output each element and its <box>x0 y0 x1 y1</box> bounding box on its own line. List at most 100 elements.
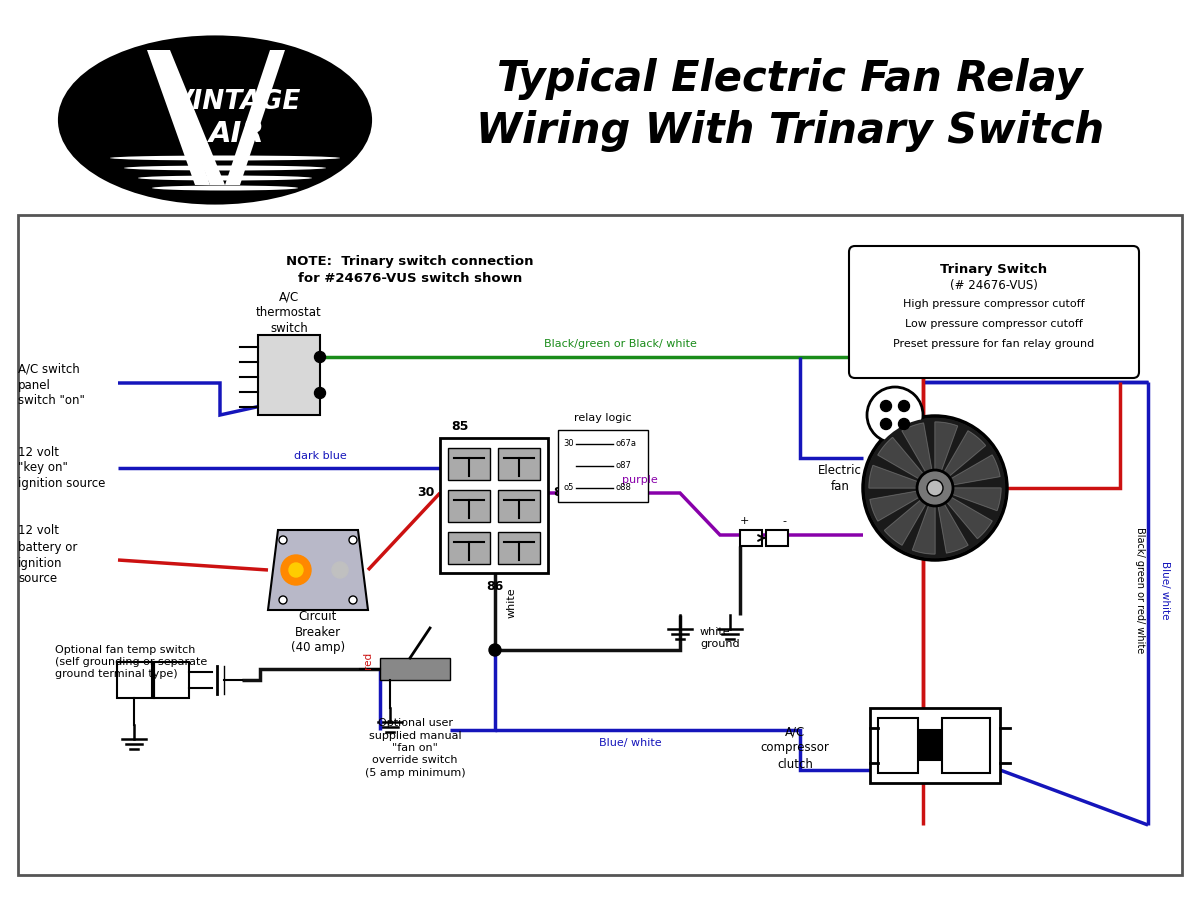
Circle shape <box>314 352 325 363</box>
Circle shape <box>899 400 910 411</box>
Ellipse shape <box>124 166 326 170</box>
Text: purple: purple <box>622 475 658 485</box>
Circle shape <box>278 596 287 604</box>
Circle shape <box>490 644 502 656</box>
Text: 30: 30 <box>418 487 434 500</box>
Text: o88: o88 <box>616 483 632 492</box>
Text: Black/green or Black/ white: Black/green or Black/ white <box>544 339 696 349</box>
Polygon shape <box>902 423 932 474</box>
Text: A/C switch
panel
switch "on": A/C switch panel switch "on" <box>18 363 85 408</box>
Polygon shape <box>950 488 1001 510</box>
Text: 87: 87 <box>553 487 571 500</box>
Text: Blue/ white: Blue/ white <box>599 738 661 748</box>
Text: (# 24676-VUS): (# 24676-VUS) <box>950 280 1038 292</box>
Bar <box>440 438 548 573</box>
Polygon shape <box>268 530 368 610</box>
Bar <box>870 708 1000 783</box>
Text: 85: 85 <box>451 419 469 433</box>
Circle shape <box>881 400 892 411</box>
Circle shape <box>278 536 287 544</box>
Bar <box>448 532 490 564</box>
Polygon shape <box>943 431 985 478</box>
Circle shape <box>863 416 1007 560</box>
Bar <box>498 448 540 480</box>
Text: o5: o5 <box>563 483 574 492</box>
Bar <box>380 658 450 680</box>
Polygon shape <box>935 422 958 473</box>
Text: red: red <box>364 652 373 669</box>
Text: dark blue: dark blue <box>294 451 347 461</box>
Text: Circuit
Breaker
(40 amp): Circuit Breaker (40 amp) <box>290 609 346 654</box>
Bar <box>766 530 788 546</box>
Text: Typical Electric Fan Relay
Wiring With Trinary Switch: Typical Electric Fan Relay Wiring With T… <box>476 58 1104 152</box>
Text: +: + <box>739 516 749 526</box>
Bar <box>558 430 648 502</box>
Polygon shape <box>148 50 210 185</box>
Text: Electric
fan: Electric fan <box>818 464 862 492</box>
Circle shape <box>289 563 302 577</box>
Bar <box>154 662 190 698</box>
Polygon shape <box>946 496 992 538</box>
Circle shape <box>881 418 892 429</box>
Circle shape <box>917 470 953 506</box>
Text: o87: o87 <box>616 462 632 471</box>
Text: o67a: o67a <box>616 439 637 448</box>
Text: white: white <box>508 588 517 618</box>
Text: A/C
thermostat
switch: A/C thermostat switch <box>256 291 322 336</box>
Ellipse shape <box>60 38 370 202</box>
Text: Trinary Switch: Trinary Switch <box>941 264 1048 276</box>
Bar <box>448 490 490 522</box>
Circle shape <box>281 555 311 585</box>
Text: VINTAGE: VINTAGE <box>173 89 301 115</box>
Circle shape <box>314 388 325 399</box>
Bar <box>878 718 918 773</box>
Bar <box>498 490 540 522</box>
Bar <box>740 530 762 546</box>
Polygon shape <box>937 502 968 553</box>
Text: Blue/ red orBlue: Blue/ red orBlue <box>904 525 988 535</box>
Ellipse shape <box>138 176 312 181</box>
Polygon shape <box>870 491 922 521</box>
Text: Preset pressure for fan relay ground: Preset pressure for fan relay ground <box>893 339 1094 349</box>
Polygon shape <box>869 465 920 488</box>
Text: Black/ green or red/ white: Black/ green or red/ white <box>1135 526 1145 653</box>
Circle shape <box>928 480 943 496</box>
Bar <box>258 335 320 415</box>
Text: A/C
compressor
clutch: A/C compressor clutch <box>761 725 829 770</box>
Text: Blue/ white: Blue/ white <box>1160 561 1170 619</box>
FancyBboxPatch shape <box>850 246 1139 378</box>
Circle shape <box>865 418 1006 558</box>
Polygon shape <box>878 437 925 480</box>
Ellipse shape <box>152 185 298 191</box>
Bar <box>448 448 490 480</box>
Circle shape <box>899 418 910 429</box>
Text: 30: 30 <box>563 439 574 448</box>
Bar <box>18 215 1182 875</box>
Bar <box>920 730 940 760</box>
Text: white
ground: white ground <box>700 626 739 649</box>
Text: Optional user
supplied manual
"fan on"
override switch
(5 amp minimum): Optional user supplied manual "fan on" o… <box>365 718 466 778</box>
Text: Low pressure compressor cutoff: Low pressure compressor cutoff <box>905 319 1082 329</box>
Polygon shape <box>912 503 935 554</box>
Text: 12 volt
battery or
ignition
source: 12 volt battery or ignition source <box>18 525 77 586</box>
Polygon shape <box>226 50 286 185</box>
Text: 12 volt
"key on"
ignition source: 12 volt "key on" ignition source <box>18 446 106 491</box>
Circle shape <box>349 536 358 544</box>
Text: High pressure compressor cutoff: High pressure compressor cutoff <box>904 299 1085 309</box>
Bar <box>498 532 540 564</box>
Circle shape <box>866 387 923 443</box>
Polygon shape <box>157 50 226 185</box>
Text: NOTE:  Trinary switch connection
for #24676-VUS switch shown: NOTE: Trinary switch connection for #246… <box>287 255 534 285</box>
Text: Optional fan temp switch
(self grounding or separate
ground terminal type): Optional fan temp switch (self grounding… <box>55 644 208 680</box>
Polygon shape <box>949 455 1000 485</box>
Circle shape <box>332 562 348 578</box>
Text: 86: 86 <box>486 580 504 593</box>
Text: AIR: AIR <box>209 120 265 148</box>
Text: -: - <box>782 516 786 526</box>
Ellipse shape <box>110 156 340 160</box>
Text: relay logic: relay logic <box>574 413 632 423</box>
Circle shape <box>349 596 358 604</box>
Polygon shape <box>884 499 928 545</box>
Bar <box>118 662 152 698</box>
Bar <box>942 718 990 773</box>
